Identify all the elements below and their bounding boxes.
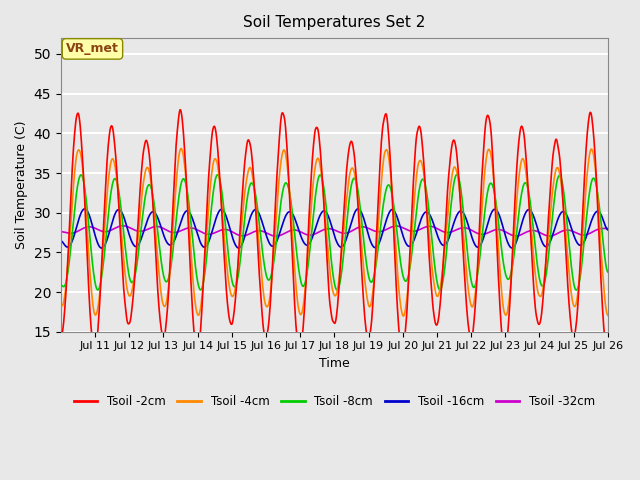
X-axis label: Time: Time (319, 357, 349, 370)
Tsoil -2cm (57, 335, 65, 340)
Tsoil -4cm (57, 304, 65, 310)
Legend: Tsoil -2cm, Tsoil -4cm, Tsoil -8cm, Tsoil -16cm, Tsoil -32cm: Tsoil -2cm, Tsoil -4cm, Tsoil -8cm, Tsoi… (69, 390, 600, 413)
Tsoil -16cm (586, 222, 594, 228)
Tsoil -16cm (578, 242, 586, 248)
Line: Tsoil -8cm: Tsoil -8cm (61, 175, 608, 290)
Tsoil -8cm (57, 282, 65, 288)
Line: Tsoil -4cm: Tsoil -4cm (61, 148, 608, 316)
Tsoil -8cm (578, 264, 586, 269)
Tsoil -16cm (285, 209, 292, 215)
Tsoil -8cm (586, 186, 594, 192)
Tsoil -2cm (578, 233, 586, 239)
Tsoil -16cm (159, 230, 167, 236)
Y-axis label: Soil Temperature (C): Soil Temperature (C) (15, 120, 28, 249)
Tsoil -32cm (83, 224, 91, 230)
Title: Soil Temperatures Set 2: Soil Temperatures Set 2 (243, 15, 426, 30)
Line: Tsoil -2cm: Tsoil -2cm (61, 110, 608, 353)
Tsoil -2cm (176, 107, 184, 113)
Tsoil -4cm (83, 227, 91, 233)
Tsoil -16cm (380, 224, 388, 230)
Tsoil -32cm (57, 229, 65, 235)
Tsoil -16cm (97, 245, 105, 251)
Tsoil -2cm (285, 170, 292, 176)
Line: Tsoil -16cm: Tsoil -16cm (61, 209, 608, 248)
Tsoil -32cm (159, 225, 167, 231)
Tsoil -4cm (604, 312, 612, 318)
Tsoil -4cm (380, 156, 387, 161)
Line: Tsoil -32cm: Tsoil -32cm (61, 226, 608, 236)
Tsoil -32cm (119, 223, 127, 228)
Tsoil -4cm (285, 175, 292, 180)
Text: VR_met: VR_met (66, 42, 119, 55)
Tsoil -32cm (578, 232, 586, 238)
Tsoil -8cm (453, 172, 461, 178)
Tsoil -2cm (159, 332, 166, 337)
Tsoil -16cm (604, 227, 612, 233)
Tsoil -2cm (398, 350, 406, 356)
Tsoil -16cm (83, 208, 91, 214)
Tsoil -8cm (573, 287, 580, 293)
Tsoil -2cm (83, 252, 91, 258)
Tsoil -32cm (285, 228, 293, 234)
Tsoil -4cm (578, 248, 586, 253)
Tsoil -4cm (400, 313, 408, 319)
Tsoil -8cm (604, 269, 612, 275)
Tsoil -32cm (380, 228, 388, 233)
Tsoil -32cm (272, 233, 280, 239)
Tsoil -8cm (284, 183, 292, 189)
Tsoil -8cm (83, 206, 91, 212)
Tsoil -2cm (380, 118, 387, 124)
Tsoil -8cm (159, 266, 166, 272)
Tsoil -16cm (354, 206, 362, 212)
Tsoil -4cm (177, 145, 185, 151)
Tsoil -32cm (586, 230, 594, 236)
Tsoil -4cm (159, 299, 166, 304)
Tsoil -16cm (57, 238, 65, 244)
Tsoil -2cm (586, 109, 594, 115)
Tsoil -2cm (604, 349, 612, 355)
Tsoil -8cm (380, 204, 387, 209)
Tsoil -4cm (586, 149, 594, 155)
Tsoil -32cm (604, 226, 612, 231)
